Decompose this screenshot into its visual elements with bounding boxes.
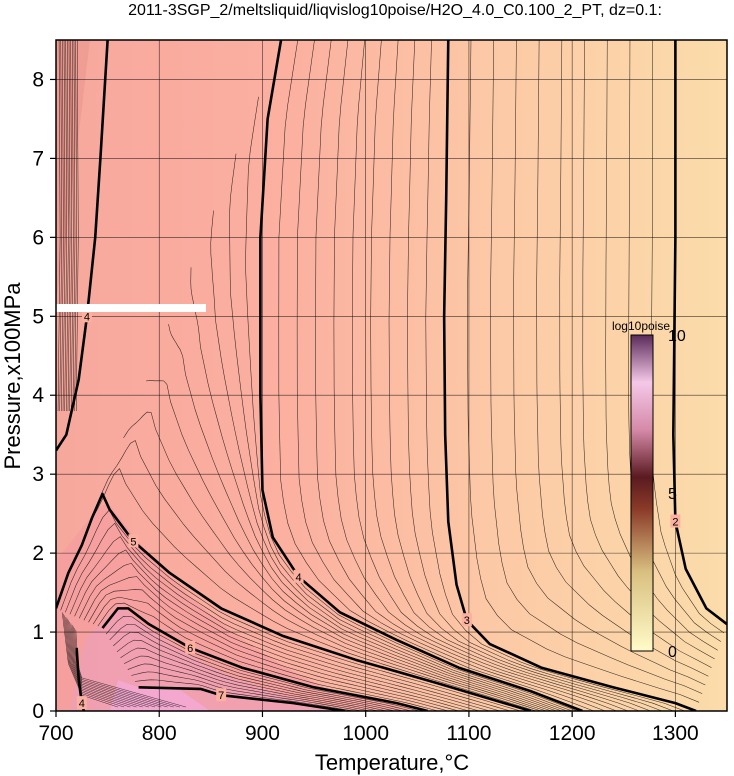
contour-label-bg xyxy=(293,569,304,583)
x-tick-label: 1200 xyxy=(549,722,596,745)
y-tick-label: 7 xyxy=(32,147,44,170)
y-tick-label: 8 xyxy=(32,68,44,91)
minor-contour xyxy=(75,629,187,708)
minor-contour xyxy=(120,647,387,711)
y-tick-label: 6 xyxy=(32,226,44,249)
y-tick-label: 4 xyxy=(32,384,44,407)
minor-contour xyxy=(370,40,651,711)
contour-label: 4 xyxy=(296,572,302,584)
contour-label-bg xyxy=(185,640,196,654)
contour-label-bg xyxy=(128,534,139,548)
minor-contour xyxy=(490,40,703,694)
contour-label-bg xyxy=(461,613,472,627)
white-mask-bar xyxy=(56,304,206,312)
minor-contour xyxy=(92,596,449,711)
minor-contour xyxy=(190,267,562,711)
minor-contour xyxy=(66,618,143,708)
minor-contour xyxy=(352,40,640,711)
contour-label: 7 xyxy=(218,690,224,702)
minor-contour xyxy=(60,509,521,711)
minor-contour xyxy=(97,602,439,711)
minor-contour xyxy=(105,616,420,711)
y-tick-label: 5 xyxy=(32,305,44,328)
minor-contour xyxy=(78,468,537,711)
minor-contour xyxy=(88,589,459,711)
plot-frame xyxy=(55,39,728,712)
minor-contour xyxy=(245,96,578,711)
minor-contour xyxy=(100,440,542,711)
y-axis-label: Pressure,x100MPa xyxy=(0,282,25,470)
minor-contour xyxy=(134,679,354,711)
major-contour-4 xyxy=(259,40,583,711)
minor-contour xyxy=(145,380,552,711)
colorbar-title: log10poise xyxy=(612,319,670,333)
minor-contour xyxy=(425,40,685,711)
minor-contour xyxy=(124,655,379,711)
x-axis-label: Temperature,°C xyxy=(315,750,469,775)
x-axis: 700 800 900 1000 1100 1200 1300 xyxy=(38,711,699,745)
minor-contour xyxy=(210,210,568,711)
x-tick-label: 1000 xyxy=(342,722,389,745)
y-tick-label: 0 xyxy=(32,700,44,723)
contour-label-bg xyxy=(76,696,87,710)
minor-contour xyxy=(536,40,709,677)
minor-contour xyxy=(333,40,628,711)
contour-label: 4 xyxy=(84,311,90,323)
colorbar-tick-mid: 5 xyxy=(668,486,677,503)
colorbar-tick-max: 10 xyxy=(668,328,686,345)
minor-contour xyxy=(61,612,119,708)
minor-contour xyxy=(116,639,395,711)
contour-label: 5 xyxy=(130,536,136,548)
colorbar-tick-min: 0 xyxy=(668,644,677,661)
colorbar: log10poise 10 5 0 xyxy=(612,319,686,661)
minor-contour xyxy=(127,663,370,711)
y-tick-label: 3 xyxy=(32,463,44,486)
x-tick-label: 900 xyxy=(245,722,280,745)
minor-contour xyxy=(229,153,573,711)
minor-contour xyxy=(131,671,362,711)
minor-contour xyxy=(315,40,617,711)
minor-contour xyxy=(63,613,125,708)
minor-contour xyxy=(388,40,663,711)
minor-contour xyxy=(123,411,547,711)
x-tick-label: 1100 xyxy=(446,722,491,745)
minor-contour xyxy=(559,40,712,668)
minor-contour xyxy=(109,623,412,711)
contour-label: 3 xyxy=(464,615,470,627)
minor-contour xyxy=(78,562,480,711)
minor-contour xyxy=(113,631,403,711)
x-tick-label: 1300 xyxy=(652,722,699,745)
minor-contour xyxy=(64,615,131,708)
y-tick-label: 1 xyxy=(32,621,44,644)
x-tick-label: 700 xyxy=(38,722,73,745)
chart-title: 2011-3SGP_2/meltsliquid/liqvislog10poise… xyxy=(128,2,662,19)
minor-contour xyxy=(628,40,721,642)
x-tick-label: 800 xyxy=(142,722,177,745)
minor-contour xyxy=(407,40,674,711)
minor-contour xyxy=(83,576,469,711)
minor-contour xyxy=(296,40,606,711)
contour-label-bg xyxy=(216,688,227,702)
minor-contour xyxy=(168,324,557,711)
contour-label: 4 xyxy=(79,698,85,710)
contour-label-bg xyxy=(81,309,92,323)
y-axis: 0 1 2 3 4 5 6 7 8 xyxy=(32,68,56,723)
major-contour-3 xyxy=(442,40,697,711)
contour-label-bg xyxy=(670,514,681,528)
minor-contour xyxy=(278,40,594,711)
major-contour-lines: 2 3 4 4 5 6 7 4 xyxy=(56,40,727,711)
minor-contour xyxy=(65,617,137,708)
contour-label: 2 xyxy=(672,517,678,529)
contour-label: 6 xyxy=(187,643,193,655)
minor-contour xyxy=(513,40,706,686)
minor-contour xyxy=(65,522,511,711)
minor-contour xyxy=(74,549,490,711)
y-tick-label: 2 xyxy=(32,542,44,565)
